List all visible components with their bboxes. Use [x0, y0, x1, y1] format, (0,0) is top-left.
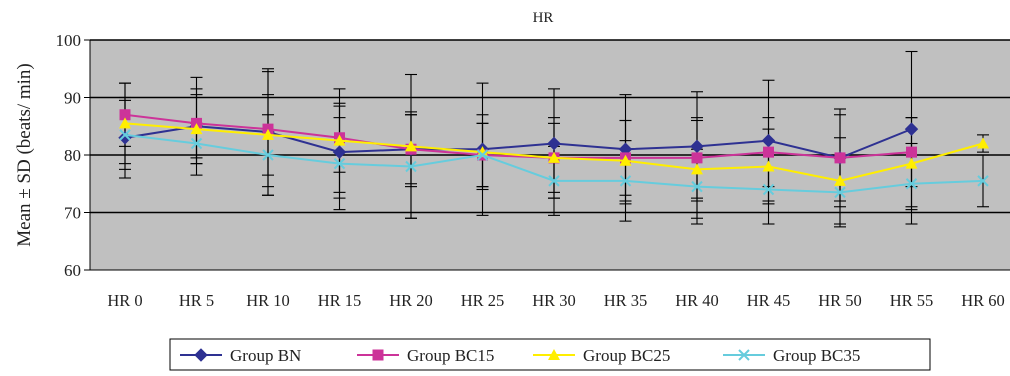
y-axis-label: Mean ± SD (beats/ min) — [14, 63, 35, 247]
legend-item-2: Group BC25 — [533, 346, 670, 365]
x-marker-stroke — [119, 129, 131, 141]
data-point — [548, 175, 560, 187]
data-point — [262, 128, 274, 140]
data-point — [834, 174, 846, 186]
data-point — [763, 146, 774, 158]
legend-label: Group BC35 — [773, 346, 860, 365]
data-point — [405, 160, 417, 173]
x-marker-stroke — [738, 349, 750, 361]
x-tick-label-4: HR 20 — [389, 291, 433, 310]
data-point — [691, 163, 703, 175]
legend-marker — [372, 349, 384, 361]
data-point — [762, 183, 775, 196]
x-marker-stroke — [333, 157, 346, 170]
data-point — [405, 140, 417, 152]
data-point — [333, 157, 346, 170]
x-marker-stroke — [977, 175, 989, 187]
data-point — [905, 178, 918, 190]
x-tick-label-9: HR 45 — [747, 291, 791, 310]
y-tick-label-90: 90 — [64, 89, 81, 108]
data-point — [619, 175, 632, 187]
legend-marker — [738, 349, 750, 361]
x-marker-stroke — [762, 183, 775, 196]
y-axis: 60 70 80 90 100 — [56, 31, 91, 280]
x-tick-label-2: HR 10 — [246, 291, 290, 310]
chart-title: HR — [533, 10, 554, 26]
y-tick-label-80: 80 — [64, 146, 81, 165]
series-line — [124, 125, 912, 159]
x-marker-stroke — [834, 186, 846, 199]
series-line — [124, 113, 912, 159]
data-point — [190, 137, 203, 150]
data-point — [333, 134, 346, 146]
data-point — [977, 137, 989, 149]
data-point — [476, 146, 489, 158]
x-tick-label-6: HR 30 — [532, 291, 576, 310]
x-tick-label-8: HR 40 — [675, 291, 719, 310]
y-tick-label-60: 60 — [64, 261, 81, 280]
x-tick-label-11: HR 55 — [890, 291, 934, 310]
data-point — [190, 123, 203, 135]
x-tick-label-5: HR 25 — [461, 291, 505, 310]
data-point — [262, 149, 274, 161]
x-marker-stroke — [548, 175, 560, 187]
x-marker-stroke — [905, 178, 918, 190]
legend-item-1: Group BC15 — [357, 346, 494, 365]
legend-marker — [548, 349, 560, 360]
legend-item-0: Group BN — [180, 346, 301, 365]
data-point — [691, 152, 703, 164]
x-tick-label-1: HR 5 — [179, 291, 214, 310]
legend-item-3: Group BC35 — [723, 346, 860, 365]
data-point — [691, 180, 703, 193]
x-tick-label-12: HR 60 — [961, 291, 1005, 310]
x-tick-label-3: HR 15 — [318, 291, 362, 310]
legend-marker — [194, 348, 208, 362]
data-point — [548, 151, 560, 163]
series-3 — [119, 129, 989, 199]
x-marker-stroke — [476, 149, 489, 161]
data-point — [834, 186, 846, 199]
x-tick-label-10: HR 50 — [818, 291, 862, 310]
legend: Group BN Group BC15 Group BC25 Group BC35 — [169, 338, 931, 371]
x-marker-stroke — [262, 149, 274, 161]
data-point — [119, 117, 131, 129]
data-point — [762, 160, 775, 172]
data-point — [977, 175, 989, 187]
data-point — [906, 146, 917, 158]
data-point — [905, 157, 918, 169]
legend-label: Group BC15 — [407, 346, 494, 365]
data-point — [476, 149, 489, 161]
legend-label: Group BC25 — [583, 346, 670, 365]
legend-label: Group BN — [230, 346, 301, 365]
x-marker-stroke — [405, 160, 417, 173]
x-tick-label-0: HR 0 — [107, 291, 142, 310]
x-marker-stroke — [190, 137, 203, 150]
y-tick-label-70: 70 — [64, 204, 81, 223]
x-marker-stroke — [691, 180, 703, 193]
series-lines — [118, 109, 989, 199]
x-marker-stroke — [619, 175, 632, 187]
data-point — [834, 152, 846, 164]
data-point — [619, 154, 632, 166]
data-point — [547, 136, 561, 151]
y-tick-label-100: 100 — [56, 31, 82, 50]
data-point — [119, 129, 131, 141]
data-point — [119, 109, 131, 121]
data-point — [904, 122, 919, 136]
series-2 — [119, 117, 989, 186]
data-point — [332, 145, 347, 159]
x-axis: HR 0 HR 5 HR 10 HR 15 HR 20 HR 25 HR 30 HR 35 HR… — [90, 269, 1010, 310]
x-tick-label-7: HR 35 — [604, 291, 648, 310]
